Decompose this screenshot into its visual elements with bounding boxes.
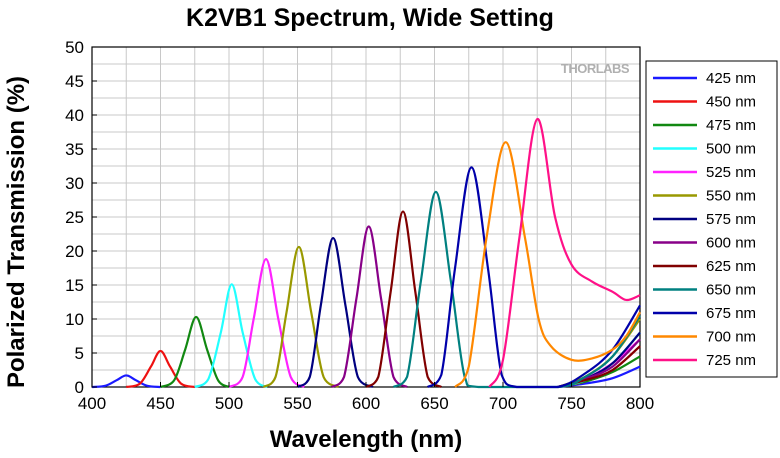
series-line-650-nm [392, 190, 641, 389]
legend-label-500-nm: 500 nm [706, 141, 756, 158]
y-axis-title: Polarized Transmission (%) [3, 76, 30, 388]
legend-label-675-nm: 675 nm [706, 305, 756, 322]
x-axis-title: Wavelength (nm) [270, 426, 462, 453]
x-tick-label: 400 [78, 394, 106, 413]
legend-label-550-nm: 550 nm [706, 188, 756, 205]
y-tick-label: 35 [65, 140, 84, 159]
legend-label-700-nm: 700 nm [706, 329, 756, 346]
y-tick-label: 50 [65, 38, 84, 57]
series-line-450-nm [125, 349, 196, 389]
y-tick-label: 30 [65, 174, 84, 193]
y-tick-label: 45 [65, 72, 84, 91]
x-axis-ticks: 400 450 500 550 600 650 700 750 800 [78, 382, 654, 413]
legend-label-725-nm: 725 nm [706, 352, 756, 369]
series-line-575-nm [296, 236, 374, 389]
legend-label-475-nm: 475 nm [706, 117, 756, 134]
x-tick-label: 800 [626, 394, 654, 413]
x-tick-label: 750 [557, 394, 585, 413]
x-tick-label: 650 [420, 394, 448, 413]
series-line-675-nm [426, 166, 641, 389]
series-line-550-nm [262, 245, 340, 389]
series-line-475-nm [160, 315, 230, 389]
y-tick-label: 20 [65, 242, 84, 261]
legend-label-525-nm: 525 nm [706, 164, 756, 181]
series-line-600-nm [331, 225, 408, 388]
thorlabs-watermark: THORLABS [561, 61, 630, 76]
x-tick-label: 700 [489, 394, 517, 413]
x-tick-label: 550 [283, 394, 311, 413]
legend-label-450-nm: 450 nm [706, 94, 756, 111]
y-tick-label: 25 [65, 208, 84, 227]
legend-label-575-nm: 575 nm [706, 211, 756, 228]
series-line-425-nm [91, 374, 161, 389]
legend: 425 nm 450 nm 475 nm 500 nm 525 nm 550 nm 575 … [653, 70, 756, 369]
y-tick-label: 15 [65, 276, 84, 295]
chart-title: K2VB1 Spectrum, Wide Setting [186, 4, 554, 32]
grid [91, 46, 641, 388]
legend-label-425-nm: 425 nm [706, 70, 756, 87]
series-line-625-nm [365, 210, 443, 388]
y-tick-label: 0 [75, 378, 84, 397]
y-axis-ticks: 0 5 10 15 20 25 30 35 40 45 50 [65, 38, 97, 397]
series-line-500-nm [194, 283, 268, 389]
y-tick-label: 5 [75, 344, 84, 363]
series-group [91, 117, 641, 389]
legend-label-625-nm: 625 nm [706, 258, 756, 275]
legend-label-600-nm: 600 nm [706, 235, 756, 252]
y-tick-label: 10 [65, 310, 84, 329]
x-tick-label: 600 [352, 394, 380, 413]
series-line-525-nm [228, 258, 306, 388]
legend-label-650-nm: 650 nm [706, 282, 756, 299]
x-tick-label: 450 [146, 394, 174, 413]
series-line-700-nm [454, 141, 641, 388]
y-tick-label: 40 [65, 106, 84, 125]
series-line-725-nm [488, 117, 641, 388]
x-tick-label: 500 [215, 394, 243, 413]
